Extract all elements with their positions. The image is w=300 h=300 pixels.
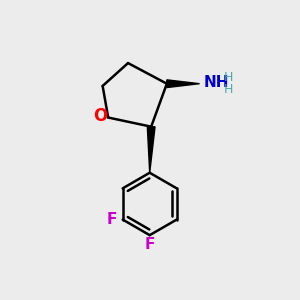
Polygon shape: [167, 80, 200, 88]
Text: F: F: [145, 237, 155, 252]
Polygon shape: [147, 127, 155, 173]
Text: NH: NH: [204, 75, 230, 90]
Text: O: O: [93, 107, 107, 125]
Text: H: H: [224, 83, 233, 96]
Text: F: F: [107, 212, 118, 227]
Text: H: H: [224, 71, 233, 84]
